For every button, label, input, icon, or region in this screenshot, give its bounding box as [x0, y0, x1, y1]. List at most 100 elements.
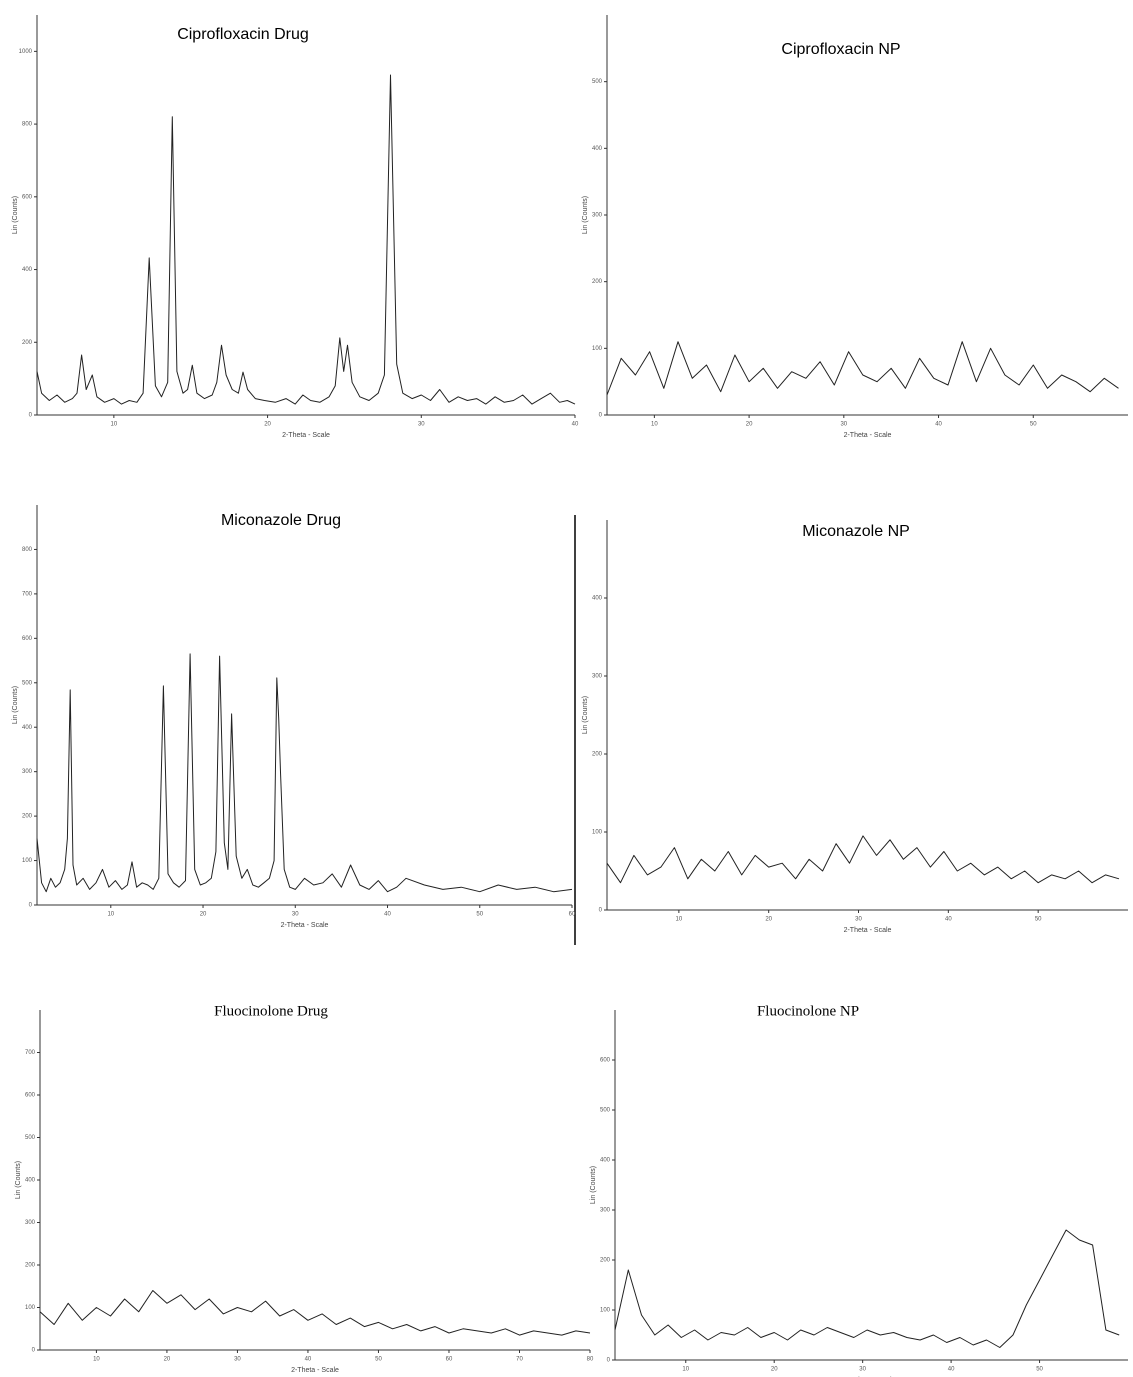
y-tick-label: 300: [22, 769, 33, 775]
y-tick-label: 800: [22, 122, 33, 128]
chart-panel: 0 200 400 600 800 1000 10 20 30 40 2-Theta - Scale…: [12, 15, 579, 439]
x-tick-label: 70: [516, 1357, 523, 1363]
y-tick-label: 0: [29, 903, 33, 909]
x-tick-label: 20: [264, 422, 271, 428]
x-tick-label: 10: [651, 422, 658, 428]
y-tick-label: 300: [592, 213, 603, 219]
chart-title: Fluocinolone Drug: [214, 1003, 328, 1019]
chart-title: Miconazole Drug: [221, 512, 341, 529]
x-tick-label: 40: [935, 422, 942, 428]
xrd-trace: [606, 341, 1119, 396]
x-tick-label: 40: [948, 1367, 955, 1373]
chart-title: Fluocinolone NP: [757, 1003, 859, 1019]
chart-panel: 0 100 200 300 400 500 600 700 800 10 20 30 40 50 60 2-T…: [12, 505, 576, 929]
x-tick-label: 30: [859, 1367, 866, 1373]
x-tick-label: 20: [771, 1367, 778, 1373]
y-tick-label: 0: [32, 1348, 36, 1354]
chart-panel: 0 100 200 300 400 500 10 20 30 40 50 2-Theta - Scal…: [582, 15, 1128, 439]
y-tick-label: 200: [22, 814, 33, 820]
x-axis-label: 2-Theta - Scale: [282, 432, 330, 439]
x-tick-label: 10: [111, 422, 118, 428]
x-tick-label: 30: [418, 422, 425, 428]
y-tick-label: 0: [599, 413, 603, 419]
x-tick-label: 20: [746, 422, 753, 428]
x-axis-label: 2-Theta - Scale: [844, 927, 892, 934]
y-tick-label: 500: [600, 1108, 611, 1114]
x-tick-label: 10: [93, 1357, 100, 1363]
y-tick-label: 100: [22, 858, 33, 864]
y-axis-label: Lin (Counts): [15, 1161, 22, 1199]
chart-panel: 0 100 200 300 400 500 600 700 10 20 30 40 50 60 70 80 2-…: [15, 1003, 594, 1373]
y-tick-label: 600: [25, 1093, 36, 1099]
chart-title: Miconazole NP: [802, 523, 910, 540]
y-axis-label: Lin (Counts): [582, 696, 589, 734]
y-axis-label: Lin (Counts): [12, 686, 19, 724]
y-tick-label: 300: [600, 1208, 611, 1214]
y-tick-label: 100: [600, 1308, 611, 1314]
y-tick-label: 700: [25, 1050, 36, 1056]
x-axis-label: 2-Theta - Scale: [281, 922, 329, 929]
x-axis-label: 2-Theta - Scale: [291, 1367, 339, 1374]
y-tick-label: 300: [25, 1220, 36, 1226]
x-axis-label: 2-Theta - Scale: [844, 432, 892, 439]
y-tick-label: 200: [600, 1258, 611, 1264]
y-tick-label: 400: [600, 1158, 611, 1164]
chart-panel: 0 100 200 300 400 10 20 30 40 50 2-Theta - Scale Li…: [582, 520, 1128, 934]
xrd-trace: [614, 1229, 1120, 1348]
x-tick-label: 50: [375, 1357, 382, 1363]
x-tick-label: 10: [682, 1367, 689, 1373]
y-tick-label: 400: [25, 1178, 36, 1184]
y-tick-label: 400: [22, 267, 33, 273]
y-tick-label: 600: [22, 194, 33, 200]
y-tick-label: 100: [25, 1305, 36, 1311]
x-tick-label: 20: [200, 912, 207, 918]
x-tick-label: 60: [446, 1357, 453, 1363]
x-tick-label: 40: [572, 422, 579, 428]
y-tick-label: 0: [29, 413, 33, 419]
y-tick-label: 800: [22, 547, 33, 553]
chart-title: Ciprofloxacin Drug: [177, 26, 309, 43]
y-tick-label: 200: [25, 1263, 36, 1269]
xrd-trace: [36, 653, 573, 893]
x-tick-label: 50: [1036, 1367, 1043, 1373]
y-tick-label: 100: [592, 830, 603, 836]
x-tick-label: 30: [855, 917, 862, 923]
x-tick-label: 10: [107, 912, 114, 918]
y-tick-label: 500: [25, 1135, 36, 1141]
y-tick-label: 0: [599, 908, 603, 914]
x-tick-label: 20: [164, 1357, 171, 1363]
y-tick-label: 500: [22, 680, 33, 686]
y-tick-label: 400: [592, 146, 603, 152]
y-axis-label: Lin (Counts): [12, 196, 19, 234]
x-tick-label: 80: [587, 1357, 594, 1363]
xrd-trace: [39, 1290, 591, 1336]
x-tick-label: 40: [945, 917, 952, 923]
x-tick-label: 50: [1035, 917, 1042, 923]
x-tick-label: 30: [840, 422, 847, 428]
y-tick-label: 1000: [19, 49, 33, 55]
x-tick-label: 50: [476, 912, 483, 918]
y-tick-label: 500: [592, 79, 603, 85]
y-axis-label: Lin (Counts): [582, 196, 589, 234]
chart-panel: 010020030040050060010203040502-Theta - S…: [590, 1003, 1128, 1377]
y-tick-label: 200: [592, 752, 603, 758]
y-tick-label: 700: [22, 591, 33, 597]
y-tick-label: 400: [592, 596, 603, 602]
x-tick-label: 20: [765, 917, 772, 923]
y-tick-label: 600: [600, 1058, 611, 1064]
x-tick-label: 60: [569, 912, 576, 918]
y-tick-label: 200: [22, 340, 33, 346]
x-tick-label: 50: [1030, 422, 1037, 428]
xrd-trace: [606, 835, 1120, 884]
y-tick-label: 600: [22, 636, 33, 642]
x-tick-label: 30: [292, 912, 299, 918]
x-tick-label: 10: [676, 917, 683, 923]
y-tick-label: 200: [592, 279, 603, 285]
chart-title: Ciprofloxacin NP: [781, 41, 900, 58]
y-tick-label: 400: [22, 725, 33, 731]
x-tick-label: 30: [234, 1357, 241, 1363]
y-tick-label: 300: [592, 674, 603, 680]
x-tick-label: 40: [384, 912, 391, 918]
